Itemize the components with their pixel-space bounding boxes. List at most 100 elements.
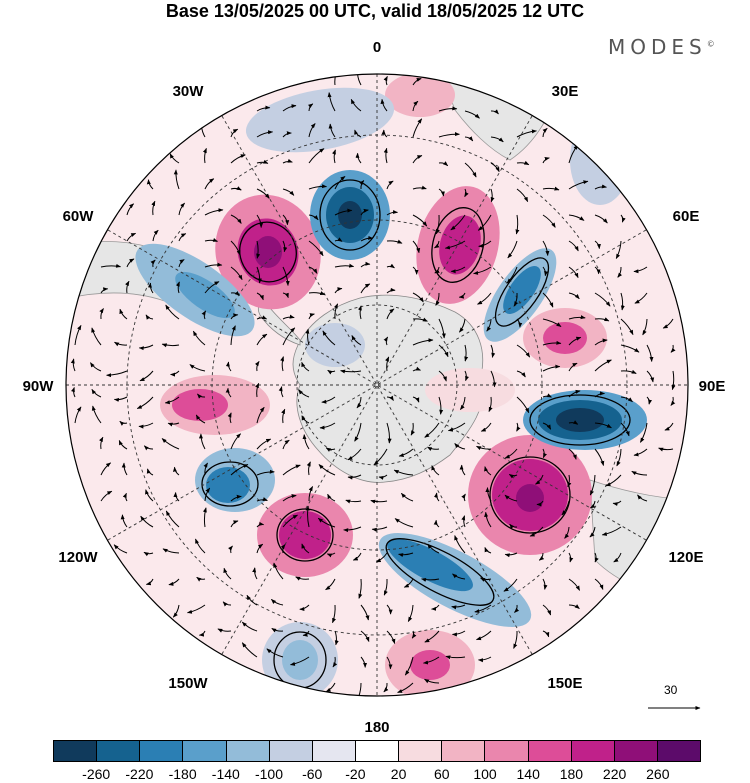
wind-vector (433, 519, 440, 528)
wind-vector (74, 324, 82, 346)
wind-vector (438, 370, 447, 382)
wind-vector (356, 682, 362, 696)
wind-vector (143, 551, 154, 557)
wind-vector (230, 520, 239, 528)
wind-vector (360, 235, 374, 242)
wind-vector (381, 129, 388, 138)
wind-vector (282, 514, 298, 528)
wind-vector (357, 305, 362, 320)
colorbar-segment (399, 741, 443, 761)
wind-vector (106, 370, 128, 378)
wind-vector (113, 544, 128, 554)
wind-vector (434, 240, 440, 249)
wind-vector (594, 317, 610, 322)
wind-vector (126, 258, 135, 268)
wind-vector (328, 123, 336, 138)
wind-vector (241, 621, 258, 632)
wind-vector (454, 535, 466, 554)
colorbar-segment (226, 741, 270, 761)
wind-vector (594, 448, 605, 466)
wind-vector (173, 492, 180, 502)
wind-vector (431, 465, 440, 476)
wind-vector (490, 136, 504, 143)
wind-vector (114, 341, 128, 347)
wind-vector (360, 656, 368, 668)
wind-vector (664, 422, 674, 431)
lon-label-90w: 90W (23, 378, 55, 395)
wind-vector (637, 494, 648, 502)
colorbar-segment (485, 741, 529, 761)
wind-vector (503, 578, 518, 592)
wind-vector (230, 325, 236, 346)
wind-vector (385, 356, 390, 372)
wind-vector (484, 466, 492, 476)
wind-vector (358, 578, 363, 599)
wind-vector (230, 186, 242, 191)
wind-vector (256, 497, 268, 502)
wind-vector (459, 318, 466, 333)
wind-vector (476, 445, 492, 451)
wind-vector (458, 292, 466, 299)
wind-vector (230, 128, 239, 138)
wind-vector (438, 318, 446, 339)
wind-vector (435, 292, 440, 306)
wind-vector (147, 282, 154, 294)
wind-vector (203, 462, 208, 476)
wind-vector (150, 259, 156, 268)
wind-vector (620, 344, 640, 353)
colorbar-tick-label: 20 (390, 766, 407, 782)
wind-vector (589, 526, 596, 538)
wind-vector (427, 446, 440, 451)
wind-vector (100, 287, 109, 294)
wind-vector (474, 604, 492, 614)
wind-vector (359, 180, 365, 190)
colorbar-segment (355, 741, 400, 761)
wind-vector (424, 630, 440, 643)
wind-vector (340, 369, 362, 374)
wind-vector (538, 552, 545, 561)
wind-vector (383, 682, 389, 693)
wind-vector (167, 422, 180, 427)
wind-vector (568, 604, 580, 609)
wind-vector (282, 314, 295, 320)
wind-vector (136, 396, 154, 410)
wind-vector (438, 344, 449, 358)
wind-vector (91, 327, 102, 346)
wind-vector (542, 604, 552, 616)
wind-vector (412, 77, 422, 86)
wind-vector (412, 100, 419, 112)
wind-vector (386, 395, 394, 401)
wind-vector (438, 161, 449, 167)
wind-vector (298, 389, 310, 398)
wind-vector (516, 344, 531, 358)
wind-vector (198, 630, 206, 637)
wind-vector (282, 131, 292, 138)
wind-vector (126, 232, 137, 242)
wind-vector (542, 266, 549, 277)
wind-vector (513, 630, 518, 649)
colorbar-segment (312, 741, 356, 761)
wind-vector (403, 578, 414, 588)
wind-vector (100, 263, 121, 268)
wind-vector (204, 178, 215, 190)
wind-vector (589, 500, 596, 509)
wind-vector (125, 280, 130, 294)
wind-vector (490, 162, 500, 173)
wind-vector (542, 156, 550, 164)
wind-vector (386, 422, 392, 444)
wind-vector (477, 214, 492, 231)
wind-vector (445, 655, 466, 660)
wind-vector (204, 281, 220, 294)
map-disk (66, 74, 688, 696)
wind-vector (325, 682, 336, 693)
wind-vector (412, 118, 423, 138)
wind-vector (71, 387, 76, 398)
wind-vector (306, 461, 311, 476)
wind-vector (256, 240, 261, 259)
wind-vector (302, 630, 310, 637)
wind-vector (454, 443, 466, 450)
wind-vector (266, 648, 284, 658)
wind-vector (122, 492, 128, 502)
wind-vector (620, 292, 625, 311)
wind-vector (601, 526, 622, 536)
